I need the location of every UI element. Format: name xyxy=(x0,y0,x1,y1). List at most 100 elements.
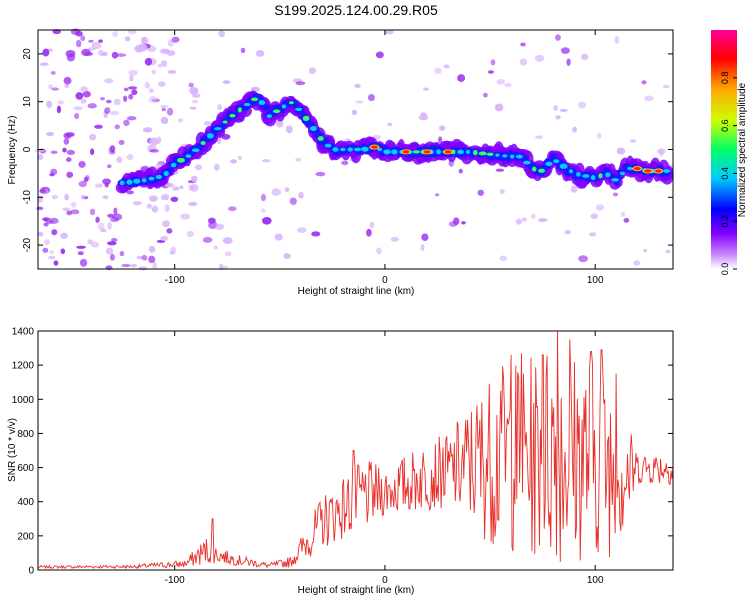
noise-blob xyxy=(164,204,170,212)
noise-blob xyxy=(100,97,105,101)
noise-blob xyxy=(633,260,641,266)
y-tick-label: 1200 xyxy=(12,361,35,372)
noise-blob xyxy=(157,63,163,68)
noise-blob xyxy=(577,101,587,109)
noise-blob xyxy=(260,208,266,213)
noise-blob xyxy=(149,88,154,93)
y-tick-label: 200 xyxy=(17,531,34,542)
ridge-highlight xyxy=(295,107,303,111)
ridge-highlight xyxy=(478,151,487,156)
noise-blob xyxy=(46,131,55,137)
noise-blob xyxy=(164,182,174,188)
noise-blob xyxy=(129,74,134,82)
spectrogram-ridge xyxy=(115,90,674,194)
noise-blob xyxy=(341,160,349,166)
noise-blob xyxy=(144,57,153,66)
noise-blob xyxy=(255,50,265,57)
ridge-peak xyxy=(423,150,431,154)
noise-blob xyxy=(53,260,59,266)
noise-blob xyxy=(89,208,96,216)
ridge-highlight xyxy=(272,109,281,114)
noise-blob xyxy=(274,233,283,241)
x-tick-label: 100 xyxy=(587,575,604,586)
noise-blob xyxy=(62,207,71,212)
noise-blob xyxy=(662,84,670,89)
noise-blob xyxy=(188,82,194,88)
noise-blob xyxy=(51,194,58,200)
noise-blob xyxy=(367,93,375,102)
noise-blob xyxy=(80,98,87,104)
noise-blob xyxy=(230,159,238,164)
snr-line xyxy=(37,330,674,570)
snr-series xyxy=(37,330,674,570)
noise-blob xyxy=(100,228,107,233)
noise-blob xyxy=(418,114,429,121)
noise-blob xyxy=(285,125,293,134)
noise-blob xyxy=(203,121,213,126)
noise-blob xyxy=(275,119,284,128)
noise-blob xyxy=(116,156,123,164)
ridge-highlight xyxy=(310,125,317,132)
ridge-highlight xyxy=(170,162,177,168)
noise-blob xyxy=(39,188,47,194)
ridge-highlight xyxy=(582,174,590,178)
ridge-highlight xyxy=(510,154,515,159)
noise-blob xyxy=(564,229,571,235)
x-tick-label: 0 xyxy=(382,575,388,586)
noise-blob xyxy=(74,113,80,120)
noise-blob xyxy=(160,235,169,242)
noise-blob xyxy=(656,148,666,155)
noise-blob xyxy=(128,86,138,90)
noise-blob xyxy=(315,171,326,177)
ridge-highlight xyxy=(605,172,611,178)
noise-blob xyxy=(384,29,394,35)
noise-blob xyxy=(91,241,100,248)
ridge-core xyxy=(166,167,175,173)
ridge-highlight xyxy=(266,114,272,118)
ridge-highlight xyxy=(377,147,383,152)
spectrogram-ylabel: Frequency (Hz) xyxy=(7,116,18,185)
noise-blob xyxy=(390,236,400,242)
noise-blob xyxy=(76,245,86,249)
noise-blob xyxy=(66,210,73,216)
noise-blob xyxy=(161,107,166,112)
ridge-highlight xyxy=(243,102,251,107)
noise-blob xyxy=(614,36,620,44)
x-tick-label: -100 xyxy=(165,575,185,586)
noise-blob xyxy=(70,201,77,208)
noise-blob xyxy=(121,263,131,268)
ridge-highlight xyxy=(531,166,537,172)
noise-blob xyxy=(171,36,180,43)
noise-blob xyxy=(369,221,375,229)
ridge-peak xyxy=(633,167,641,171)
noise-blob xyxy=(423,87,430,91)
ridge-highlight xyxy=(324,143,332,148)
noise-blob xyxy=(194,164,203,171)
noise-blob xyxy=(75,30,83,37)
ridge-highlight xyxy=(619,171,626,176)
noise-blob xyxy=(560,47,570,54)
noise-blob xyxy=(123,87,129,92)
noise-blob xyxy=(118,139,125,146)
noise-blob xyxy=(499,255,508,262)
ridge-peak xyxy=(402,150,410,154)
ridge-core xyxy=(307,121,315,128)
noise-blob xyxy=(111,51,119,59)
noise-blob xyxy=(151,205,159,213)
noise-blob xyxy=(160,195,170,201)
ridge-peak xyxy=(644,169,652,173)
noise-blob xyxy=(487,70,494,74)
noise-blob xyxy=(612,192,619,197)
noise-blob xyxy=(437,136,443,144)
noise-blob xyxy=(66,149,76,156)
noise-blob xyxy=(566,58,571,66)
noise-blob xyxy=(170,246,177,255)
noise-blob xyxy=(63,138,70,145)
noise-blob xyxy=(284,187,290,193)
noise-blob xyxy=(138,266,148,271)
noise-blob xyxy=(148,96,157,103)
noise-blob xyxy=(215,223,225,231)
noise-blob xyxy=(141,254,148,261)
noise-blob xyxy=(97,222,105,231)
noise-blob xyxy=(49,172,55,177)
